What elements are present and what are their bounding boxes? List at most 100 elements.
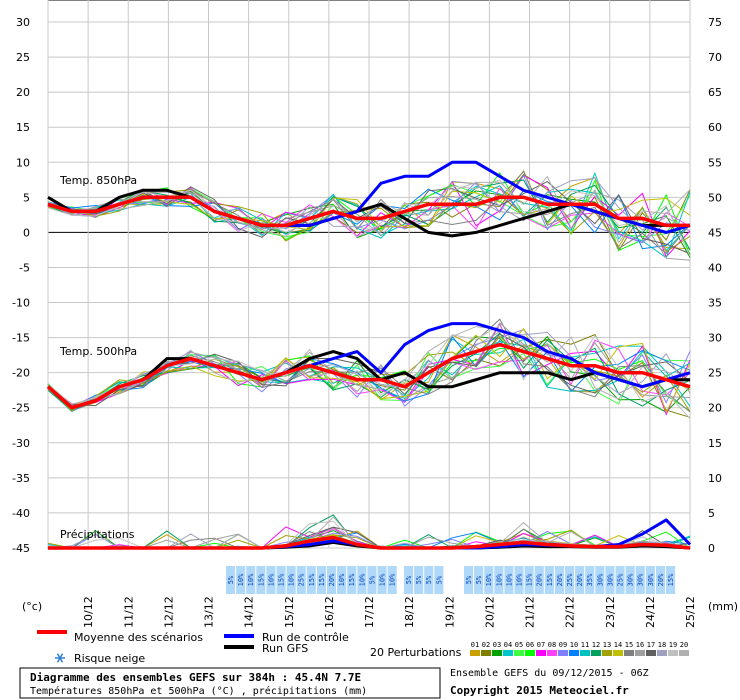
perturbation-legend-label: 04 bbox=[504, 641, 512, 649]
footer-ensemble-run: Ensemble GEFS du 09/12/2015 - 06Z bbox=[450, 668, 649, 679]
right-tick-label: 5 bbox=[708, 507, 715, 520]
snow-risk-cell bbox=[404, 566, 414, 594]
series-line-t500 bbox=[46, 342, 691, 410]
snow-risk-cell bbox=[464, 566, 474, 594]
x-tick-label: 22/12 bbox=[564, 596, 577, 628]
x-tick-label: 23/12 bbox=[604, 596, 617, 628]
snow-risk-cell bbox=[347, 566, 357, 594]
snow-risk-cell bbox=[236, 566, 246, 594]
perturbation-legend-label: 13 bbox=[603, 641, 611, 649]
left-tick-label: -20 bbox=[12, 367, 30, 380]
snow-risk-cell bbox=[266, 566, 276, 594]
snow-risk-cell bbox=[585, 566, 595, 594]
snow-risk-value: 15% bbox=[308, 573, 316, 586]
perturbation-line bbox=[47, 191, 691, 261]
x-tick-label: 17/12 bbox=[363, 596, 376, 628]
snow-risk-cell bbox=[494, 566, 504, 594]
perturbation-legend-label: 06 bbox=[526, 641, 534, 649]
series-line-t500 bbox=[47, 350, 690, 410]
snow-risk-value: 15% bbox=[278, 573, 286, 586]
snow-risk-value: 15% bbox=[348, 573, 356, 586]
right-tick-label: 10 bbox=[708, 472, 722, 485]
left-unit: (°c) bbox=[22, 600, 42, 613]
x-tick-label: 20/12 bbox=[483, 596, 496, 628]
x-tick-label: 19/12 bbox=[443, 596, 456, 628]
x-tick-label: 12/12 bbox=[162, 596, 175, 628]
perturbation-legend-swatch bbox=[679, 650, 689, 656]
perturbation-legend-label: 19 bbox=[669, 641, 677, 649]
perturbation-line bbox=[47, 341, 691, 412]
snow-risk-cell bbox=[514, 566, 524, 594]
snow-risk-value: 20% bbox=[328, 573, 336, 586]
right-unit: (mm) bbox=[708, 600, 738, 613]
snow-risk-cell bbox=[434, 566, 444, 594]
perturbation-legend-label: 15 bbox=[625, 641, 633, 649]
snow-risk-value: 5% bbox=[435, 575, 443, 584]
left-tick-label: 10 bbox=[16, 156, 30, 169]
perturbation-legend-swatch bbox=[646, 650, 656, 656]
left-tick-label: 5 bbox=[23, 191, 30, 204]
perturbation-legend-swatch bbox=[514, 650, 524, 656]
perturbation-line bbox=[47, 185, 691, 259]
label-t500: Temp. 500hPa bbox=[59, 345, 137, 358]
snow-risk-cell bbox=[316, 566, 326, 594]
left-tick-label: 20 bbox=[16, 86, 30, 99]
perturbation-legend-label: 14 bbox=[614, 641, 622, 649]
snow-risk-value: 20% bbox=[576, 573, 584, 586]
x-tick-label: 14/12 bbox=[243, 596, 256, 628]
snow-risk-value: 30% bbox=[647, 573, 655, 586]
left-tick-label: -35 bbox=[12, 472, 30, 485]
left-tick-label: -10 bbox=[12, 297, 30, 310]
snow-risk-value: 10% bbox=[338, 573, 346, 586]
snow-risk-value: 15% bbox=[667, 573, 675, 586]
snow-risk-value: 15% bbox=[318, 573, 326, 586]
perturbation-legend-swatch bbox=[547, 650, 557, 656]
x-tick-label: 13/12 bbox=[203, 596, 216, 628]
legend-snow-label: Risque neige bbox=[74, 652, 145, 665]
snow-risk-cell bbox=[615, 566, 625, 594]
legend-gfs-label: Run GFS bbox=[262, 642, 308, 655]
perturbation-legend-label: 07 bbox=[537, 641, 545, 649]
snow-risk-cell bbox=[534, 566, 544, 594]
snow-risk-cell bbox=[387, 566, 397, 594]
left-tick-label: 0 bbox=[23, 226, 30, 239]
snow-risk-value: 30% bbox=[627, 573, 635, 586]
main-series bbox=[46, 160, 692, 550]
snow-risk-cell bbox=[635, 566, 645, 594]
snow-risk-value: 20% bbox=[657, 573, 665, 586]
snow-risk-value: 10% bbox=[389, 573, 397, 586]
left-tick-label: 25 bbox=[16, 51, 30, 64]
perturbation-legend-swatch bbox=[503, 650, 513, 656]
perturbation-line bbox=[47, 179, 691, 251]
right-tick-label: 15 bbox=[708, 437, 722, 450]
perturbation-legend-swatch bbox=[580, 650, 590, 656]
snow-risk-value: 5% bbox=[227, 575, 235, 584]
perturbation-legend-swatch bbox=[613, 650, 623, 656]
snow-risk-cell bbox=[306, 566, 316, 594]
snow-risk-cell bbox=[645, 566, 655, 594]
perturbation-legend-swatch bbox=[558, 650, 568, 656]
perturbation-legend: 01 02 03 04 05 06 07 08 09 10 11 12 13 14 15 16 17 18 19 20 bbox=[470, 641, 689, 656]
snow-risk-value: 10% bbox=[288, 573, 296, 586]
snow-risk-cell bbox=[327, 566, 337, 594]
left-tick-label: 30 bbox=[16, 16, 30, 29]
x-tick-label: 18/12 bbox=[403, 596, 416, 628]
perturbation-legend-label: 18 bbox=[658, 641, 666, 649]
snow-risk-cell bbox=[357, 566, 367, 594]
x-tick-label: 16/12 bbox=[323, 596, 336, 628]
snow-risk-value: 10% bbox=[495, 573, 503, 586]
left-tick-label: -5 bbox=[19, 261, 30, 274]
snow-risk-value: 5% bbox=[475, 575, 483, 584]
snow-risk-value: 5% bbox=[415, 575, 423, 584]
snow-risk-value: 10% bbox=[358, 573, 366, 586]
series-line-precip bbox=[48, 535, 691, 550]
snow-risk-cell bbox=[554, 566, 564, 594]
snow-risk-value: 5% bbox=[405, 575, 413, 584]
snow-risk-cell bbox=[286, 566, 296, 594]
snow-risk-cell bbox=[524, 566, 534, 594]
snow-risk-value: 10% bbox=[379, 573, 387, 586]
right-tick-label: 35 bbox=[708, 297, 722, 310]
snow-risk-cell bbox=[424, 566, 434, 594]
snow-risk-value: 25% bbox=[298, 573, 306, 586]
perturbation-legend-swatch bbox=[624, 650, 634, 656]
